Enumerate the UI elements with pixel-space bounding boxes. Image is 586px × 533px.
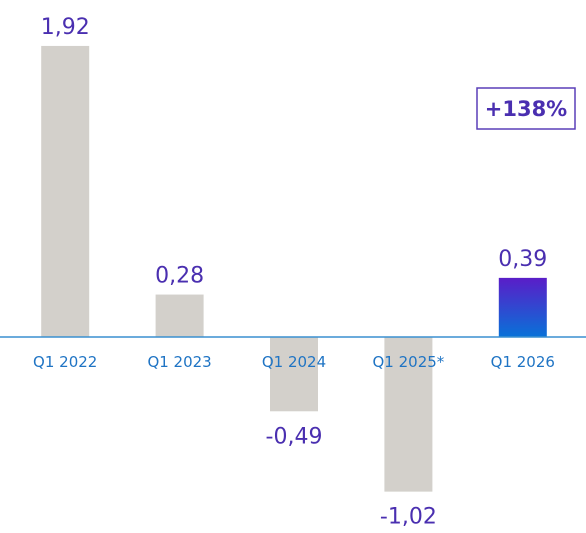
bar xyxy=(41,45,90,337)
annotation-box xyxy=(476,87,576,130)
value-label: 0,28 xyxy=(155,264,204,289)
x-tick-label: Q1 2024 xyxy=(262,353,326,371)
x-tick-label: Q1 2025* xyxy=(373,353,445,371)
x-tick-label: Q1 2026 xyxy=(491,353,555,371)
annotation: +138% xyxy=(485,97,567,121)
bar xyxy=(155,294,204,337)
x-tick-label: Q1 2022 xyxy=(33,353,97,371)
value-label: -1,02 xyxy=(380,505,437,530)
bar xyxy=(270,337,318,412)
bar xyxy=(384,337,433,492)
value-label: 0,39 xyxy=(498,247,547,272)
x-tick-label: Q1 2023 xyxy=(147,353,211,371)
value-label: -0,49 xyxy=(266,424,323,449)
value-label: 1,92 xyxy=(41,15,90,40)
bar xyxy=(498,277,547,337)
